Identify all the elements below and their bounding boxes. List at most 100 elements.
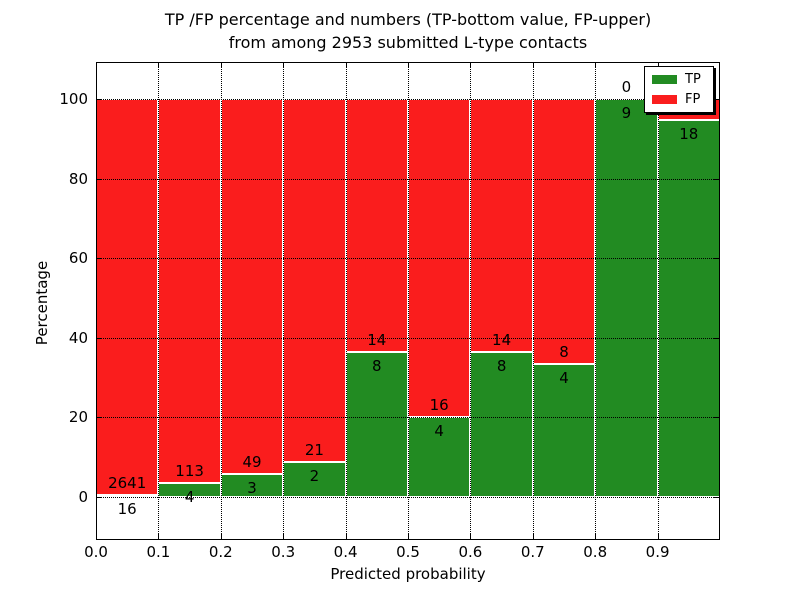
bar-segment-fp: [532, 99, 596, 365]
tick-mark-right: [714, 178, 720, 180]
tick-mark-top: [345, 62, 347, 68]
tick-mark-bottom: [719, 534, 720, 540]
bar-segment-fp: [345, 99, 408, 353]
legend-label-fp: FP: [685, 92, 701, 107]
legend-swatch-fp-icon: [652, 95, 677, 104]
x-tick-label: 0.5: [396, 543, 420, 561]
bar-fp-count-label: 21: [304, 441, 324, 460]
gridline-vertical: [532, 62, 534, 540]
x-tick-label: 0.3: [271, 543, 296, 561]
gridline-vertical: [158, 62, 160, 540]
bar-segment-fp: [220, 99, 284, 474]
bar-fp-count-label: 2641: [108, 473, 147, 492]
legend-entry-fp: FP: [652, 93, 706, 106]
y-tick-label: 20: [68, 408, 88, 427]
legend: TP FP: [644, 66, 714, 113]
bar-tp-count-label: 9: [621, 104, 632, 122]
y-tick-label: 0: [78, 488, 88, 506]
legend-label-tp: TP: [685, 72, 701, 87]
gridline-horizontal: [96, 258, 720, 260]
tick-mark-top: [657, 62, 659, 68]
bar-segment-tp: [532, 364, 596, 497]
gridline-horizontal: [96, 178, 720, 180]
y-tick-label: 80: [68, 169, 88, 188]
legend-entry-tp: TP: [652, 73, 706, 86]
tick-mark-bottom: [470, 534, 472, 540]
bar-segment-fp: [158, 99, 221, 484]
bar-tp-count-label: 4: [559, 369, 569, 388]
tick-mark-left: [96, 258, 102, 260]
bar-tp-count-label: 4: [434, 422, 444, 441]
tick-mark-bottom: [96, 534, 97, 540]
bar-tp-count-label: 16: [117, 499, 137, 518]
chart-title-line2: from among 2953 submitted L-type contact…: [228, 33, 588, 52]
tick-mark-right: [714, 258, 720, 260]
y-tick-label: 60: [68, 249, 88, 268]
x-tick-label: 0.8: [583, 543, 608, 561]
gridline-horizontal: [96, 99, 720, 100]
tick-mark-bottom: [532, 534, 534, 540]
bar-tp-count-label: 8: [372, 357, 382, 376]
bar-tp-count-label: 2: [309, 467, 320, 486]
gridline-vertical: [657, 62, 659, 540]
chart-title-line1: TP /FP percentage and numbers (TP-bottom…: [164, 10, 652, 29]
bar-tp-count-label: 18: [679, 125, 699, 144]
x-axis-label: Predicted probability: [330, 565, 486, 583]
gridline-vertical: [220, 62, 222, 540]
x-tick-label: 0.1: [146, 543, 171, 561]
bar-segment-fp: [283, 99, 346, 463]
bar-tp-count-label: 4: [184, 488, 195, 507]
x-tick-label: 0.4: [333, 543, 358, 561]
legend-swatch-tp-icon: [652, 75, 677, 84]
x-tick-label: 0.6: [458, 543, 483, 561]
bar-fp-count-label: 0: [621, 78, 632, 96]
tick-mark-bottom: [283, 534, 285, 540]
gridline-vertical: [345, 62, 347, 540]
tick-mark-top: [595, 62, 597, 68]
x-tick-label: 0.9: [645, 543, 670, 561]
bar-segment-tp: [595, 99, 658, 497]
tick-mark-top: [158, 62, 160, 68]
y-tick-label: 100: [59, 90, 88, 108]
tick-mark-top: [96, 62, 97, 68]
y-tick-label: 40: [68, 328, 88, 347]
tick-mark-top: [283, 62, 285, 68]
tick-mark-bottom: [345, 534, 347, 540]
gridline-horizontal: [96, 337, 720, 339]
tick-mark-left: [96, 178, 102, 180]
bar-fp-count-label: 49: [242, 452, 262, 471]
tick-mark-top: [719, 62, 720, 68]
bar-tp-count-label: 8: [496, 357, 507, 376]
gridline-horizontal: [96, 497, 720, 498]
bar-fp-count-label: 113: [175, 462, 204, 481]
x-tick-label: 0.0: [84, 543, 108, 561]
bar-fp-count-label: 14: [367, 331, 387, 350]
tick-mark-top: [408, 62, 409, 68]
tick-mark-left: [96, 99, 102, 100]
gridline-vertical: [408, 62, 409, 540]
gridline-vertical: [595, 62, 597, 540]
bar-segment-fp: [96, 99, 159, 495]
tick-mark-right: [714, 417, 720, 419]
bar-segment-tp: [657, 120, 720, 497]
plot-area: TP FP 2641 16 113 4 49 3 21 2 14 8 16 4 14 8 8 4 0 9 18: [96, 62, 720, 540]
bar-segment-fp: [470, 99, 533, 353]
tick-mark-right: [714, 337, 720, 339]
x-tick-label: 0.2: [208, 543, 233, 561]
tick-mark-right: [714, 99, 720, 100]
tick-mark-bottom: [595, 534, 597, 540]
tick-mark-bottom: [657, 534, 659, 540]
x-tick-label: 0.7: [520, 543, 545, 561]
bar-tp-count-label: 3: [247, 478, 257, 497]
tick-mark-left: [96, 497, 102, 498]
tick-mark-top: [532, 62, 534, 68]
tick-mark-bottom: [408, 534, 409, 540]
tick-mark-left: [96, 417, 102, 419]
gridline-horizontal: [96, 417, 720, 419]
bar-fp-count-label: 16: [429, 396, 449, 415]
tick-mark-top: [470, 62, 472, 68]
bar-fp-count-label: 8: [559, 343, 569, 362]
bar-fp-count-label: 14: [492, 331, 512, 350]
tick-mark-bottom: [158, 534, 160, 540]
